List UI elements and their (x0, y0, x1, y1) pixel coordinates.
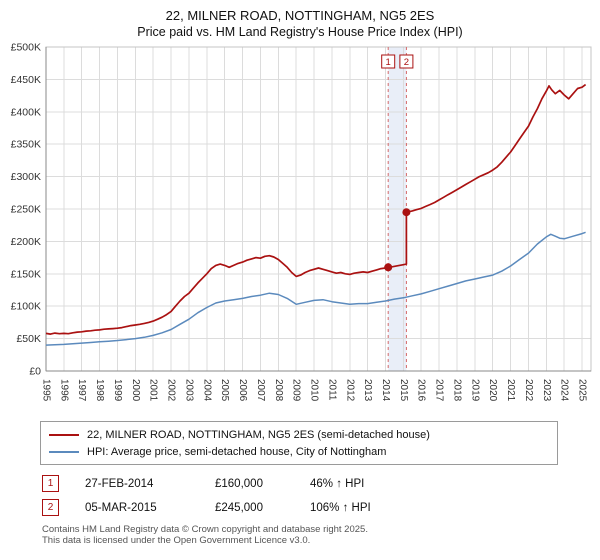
svg-text:2024: 2024 (559, 379, 570, 402)
svg-text:2008: 2008 (273, 379, 284, 402)
svg-text:£250K: £250K (11, 204, 41, 216)
svg-text:2003: 2003 (184, 379, 195, 402)
svg-text:£50K: £50K (16, 333, 41, 345)
transaction-hpi-change-2: 106% ↑ HPI (310, 501, 371, 514)
svg-text:£300K: £300K (11, 171, 41, 183)
legend-label-hpi: HPI: Average price, semi-detached house,… (87, 445, 387, 458)
transactions-list: 1 27-FEB-2014 £160,000 46% ↑ HPI 2 05-MA… (0, 475, 600, 516)
sale-marker-2 (402, 208, 411, 217)
chart-title: 22, MILNER ROAD, NOTTINGHAM, NG5 2ES (165, 8, 435, 23)
svg-text:2017: 2017 (434, 379, 445, 402)
svg-text:2000: 2000 (130, 379, 141, 402)
chart-subtitle: Price paid vs. HM Land Registry's House … (137, 25, 463, 39)
hpi-line-swatch (49, 450, 79, 453)
transaction-number-badge-1: 1 (42, 475, 59, 492)
svg-text:£100K: £100K (11, 301, 41, 313)
transaction-row-2: 2 05-MAR-2015 £245,000 106% ↑ HPI (42, 499, 600, 516)
svg-text:1997: 1997 (76, 379, 87, 402)
hpi-line (45, 231, 586, 346)
svg-text:1998: 1998 (94, 379, 105, 402)
svg-text:2020: 2020 (487, 379, 498, 402)
legend-item-property: 22, MILNER ROAD, NOTTINGHAM, NG5 2ES (se… (49, 426, 549, 443)
transaction-date-2: 05-MAR-2015 (85, 501, 157, 514)
svg-text:2013: 2013 (362, 379, 373, 402)
transaction-number-badge-2: 2 (42, 499, 59, 516)
svg-text:2007: 2007 (255, 379, 266, 402)
attribution-footer: Contains HM Land Registry data © Crown c… (42, 524, 600, 546)
svg-text:2004: 2004 (201, 379, 212, 402)
svg-text:2022: 2022 (523, 379, 534, 402)
svg-text:£400K: £400K (11, 106, 41, 118)
svg-text:2010: 2010 (309, 379, 320, 402)
sale-label-box-1 (381, 54, 396, 69)
attribution-line-2: This data is licensed under the Open Gov… (42, 535, 311, 546)
transaction-hpi-change-1: 46% ↑ HPI (310, 477, 365, 490)
attribution-line-1: Contains HM Land Registry data © Crown c… (42, 524, 368, 535)
sale-label-box-2 (399, 54, 414, 69)
legend-label-property: 22, MILNER ROAD, NOTTINGHAM, NG5 2ES (se… (87, 428, 430, 441)
svg-text:£150K: £150K (11, 268, 41, 280)
svg-text:£0: £0 (29, 366, 41, 378)
sale-label-1: 1 (386, 57, 391, 68)
svg-text:2021: 2021 (505, 379, 516, 402)
chart-header: 22, MILNER ROAD, NOTTINGHAM, NG5 2ES Pri… (0, 0, 600, 41)
svg-text:£450K: £450K (11, 74, 41, 86)
chart-legend: 22, MILNER ROAD, NOTTINGHAM, NG5 2ES (se… (40, 421, 558, 465)
svg-text:1999: 1999 (112, 379, 123, 402)
svg-text:2016: 2016 (416, 379, 427, 402)
svg-text:2018: 2018 (452, 379, 463, 402)
svg-text:2002: 2002 (166, 379, 177, 402)
svg-text:2009: 2009 (291, 379, 302, 402)
svg-text:2014: 2014 (380, 379, 391, 402)
svg-text:1996: 1996 (58, 379, 69, 402)
transaction-price-2: £245,000 (215, 501, 263, 514)
svg-text:2023: 2023 (541, 379, 552, 402)
sale-marker-1 (384, 263, 393, 272)
svg-text:2019: 2019 (469, 379, 480, 402)
svg-text:1995: 1995 (41, 379, 52, 402)
sale-label-2: 2 (404, 57, 409, 68)
svg-text:2025: 2025 (577, 379, 588, 402)
price-history-chart: 1 2 £0 £50K £100K £150K £200K £250K £300K £350K £4… (11, 42, 592, 402)
transaction-date-1: 27-FEB-2014 (85, 477, 154, 490)
svg-text:£350K: £350K (11, 139, 41, 151)
svg-text:2011: 2011 (326, 379, 337, 401)
svg-text:2006: 2006 (237, 379, 248, 402)
legend-item-hpi: HPI: Average price, semi-detached house,… (49, 443, 549, 460)
svg-text:2012: 2012 (344, 379, 355, 402)
svg-text:2015: 2015 (398, 379, 409, 402)
svg-text:£200K: £200K (11, 236, 41, 248)
property-line-swatch (49, 433, 79, 436)
svg-text:2005: 2005 (219, 379, 230, 402)
svg-text:£500K: £500K (11, 42, 41, 54)
price-paid-line (45, 83, 587, 335)
transaction-price-1: £160,000 (215, 477, 263, 490)
transaction-row-1: 1 27-FEB-2014 £160,000 46% ↑ HPI (42, 475, 600, 492)
svg-text:2001: 2001 (148, 379, 159, 402)
